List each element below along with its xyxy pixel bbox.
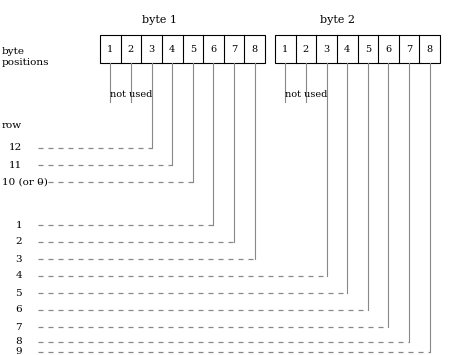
Text: 2: 2 bbox=[128, 44, 134, 54]
Text: 6: 6 bbox=[386, 44, 392, 54]
Text: 7: 7 bbox=[406, 44, 412, 54]
Text: 3: 3 bbox=[324, 44, 330, 54]
Text: 4: 4 bbox=[344, 44, 350, 54]
Bar bbox=[100, 35, 265, 63]
Text: 8: 8 bbox=[426, 44, 433, 54]
Text: 1: 1 bbox=[282, 44, 288, 54]
Text: not used: not used bbox=[285, 90, 327, 99]
Text: 1: 1 bbox=[107, 44, 113, 54]
Text: 5: 5 bbox=[15, 289, 22, 297]
Text: 12: 12 bbox=[9, 143, 22, 153]
Text: 7: 7 bbox=[231, 44, 237, 54]
Text: 9: 9 bbox=[15, 348, 22, 355]
Text: 4: 4 bbox=[169, 44, 175, 54]
Text: row: row bbox=[2, 120, 22, 130]
Text: byte 1: byte 1 bbox=[142, 15, 178, 25]
Text: 4: 4 bbox=[15, 272, 22, 280]
Text: not used: not used bbox=[110, 90, 152, 99]
Text: 11: 11 bbox=[9, 160, 22, 169]
Text: 6: 6 bbox=[15, 306, 22, 315]
Text: 3: 3 bbox=[148, 44, 155, 54]
Text: 3: 3 bbox=[15, 255, 22, 263]
Text: 10 (or 0): 10 (or 0) bbox=[2, 178, 48, 186]
Bar bbox=[275, 35, 440, 63]
Text: 5: 5 bbox=[365, 44, 371, 54]
Text: 2: 2 bbox=[303, 44, 309, 54]
Text: byte 2: byte 2 bbox=[319, 15, 354, 25]
Text: 6: 6 bbox=[210, 44, 217, 54]
Text: 2: 2 bbox=[15, 237, 22, 246]
Text: 8: 8 bbox=[252, 44, 258, 54]
Text: 5: 5 bbox=[190, 44, 196, 54]
Text: byte
positions: byte positions bbox=[2, 47, 50, 67]
Text: 1: 1 bbox=[15, 220, 22, 229]
Text: 7: 7 bbox=[15, 322, 22, 332]
Text: 8: 8 bbox=[15, 338, 22, 346]
